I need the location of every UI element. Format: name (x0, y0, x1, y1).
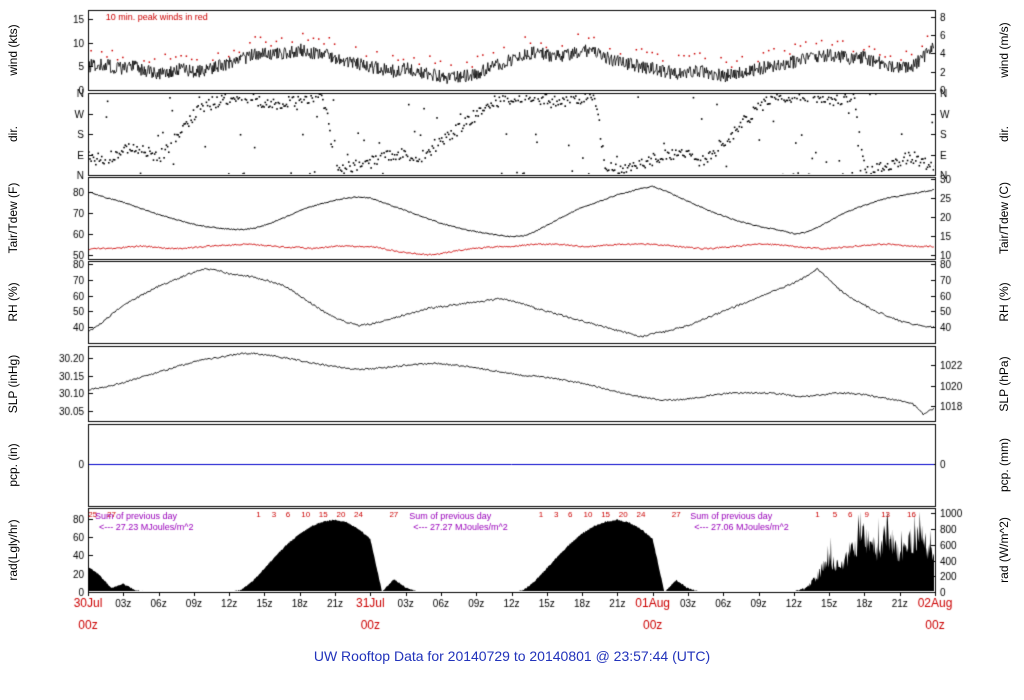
axis-label-pcp-right: pcp. (mm) (997, 438, 1011, 492)
axis-label-temp-left: Tair/Tdew (F) (6, 182, 20, 254)
axis-label-dir-left: dir. (6, 125, 20, 143)
axis-label-slp-right: SLP (hPa) (997, 355, 1011, 412)
axis-label-pcp-left: pcp. (in) (6, 443, 20, 487)
axis-label-rad-left: rad(Lgly/hr) (6, 519, 20, 581)
meteogram-canvas (0, 0, 1024, 645)
axis-label-rad-right: rad (W/m^2) (997, 517, 1011, 583)
axis-label-dir-right: dir. (997, 125, 1011, 143)
axis-label-wind-right: wind (m/s) (997, 22, 1011, 78)
axis-label-temp-right: Tair/Tdew (C) (997, 181, 1011, 255)
axis-label-wind-left: wind (kts) (6, 24, 20, 76)
chart-title: UW Rooftop Data for 20140729 to 20140801… (313, 648, 711, 664)
axis-label-slp-left: SLP (inHg) (6, 354, 20, 413)
axis-label-rh-left: RH (%) (6, 282, 20, 322)
axis-label-rh-right: RH (%) (997, 282, 1011, 322)
